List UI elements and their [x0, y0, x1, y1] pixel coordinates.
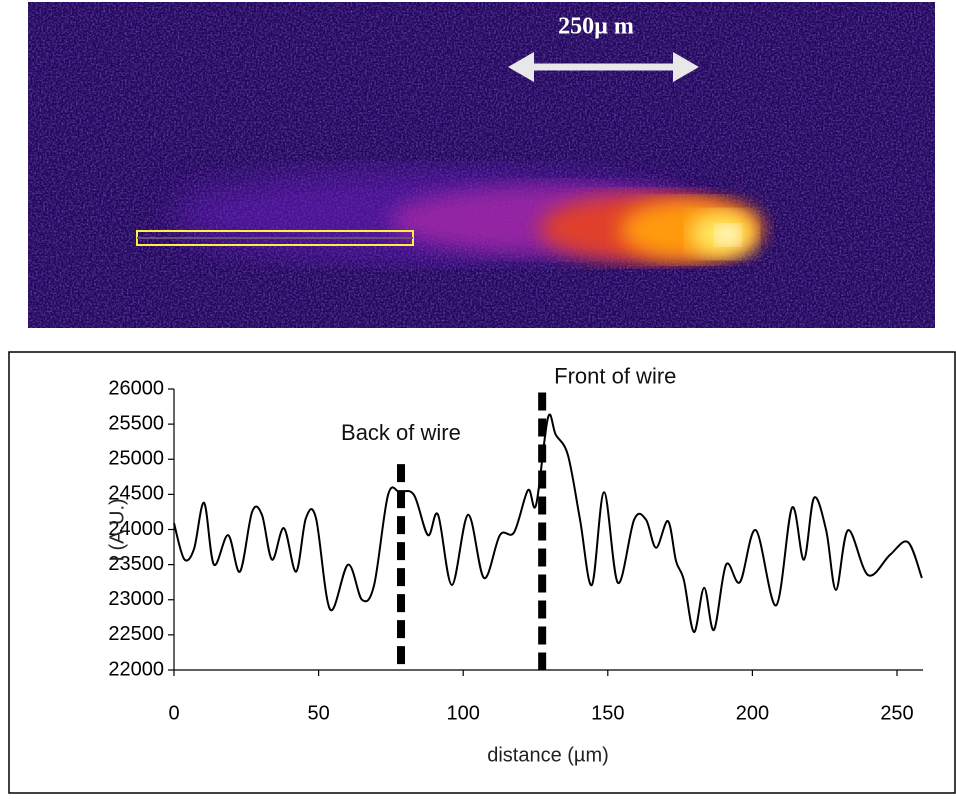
y-tick-label: 25000 — [108, 448, 164, 470]
scale-label: 250µ m — [558, 14, 634, 40]
data-line — [173, 413, 923, 634]
y-tick-label: 23000 — [108, 588, 164, 610]
y-tick-label: 22000 — [108, 658, 164, 680]
x-tick-label: 250 — [880, 702, 913, 724]
y-tick-label: 25500 — [108, 412, 164, 434]
x-tick-label: 50 — [307, 702, 329, 724]
y-tick-label: 24000 — [108, 518, 164, 540]
x-tick-label: 100 — [447, 702, 480, 724]
annotation-label: Back of wire — [341, 420, 461, 445]
x-tick-label: 0 — [168, 702, 179, 724]
x-tick-label: 150 — [591, 702, 624, 724]
plasma-image: 250µ m — [28, 2, 935, 328]
x-tick-label: 200 — [736, 702, 769, 724]
y-tick-label: 22500 — [108, 623, 164, 645]
x-axis-label: distance (µm) — [487, 744, 609, 766]
annotation-label: Front of wire — [554, 363, 676, 388]
y-tick-label: 26000 — [108, 377, 164, 399]
y-axis-label: I (A.U.) — [106, 498, 128, 561]
y-tick-label: 24500 — [108, 483, 164, 505]
y-tick-label: 23500 — [108, 553, 164, 575]
